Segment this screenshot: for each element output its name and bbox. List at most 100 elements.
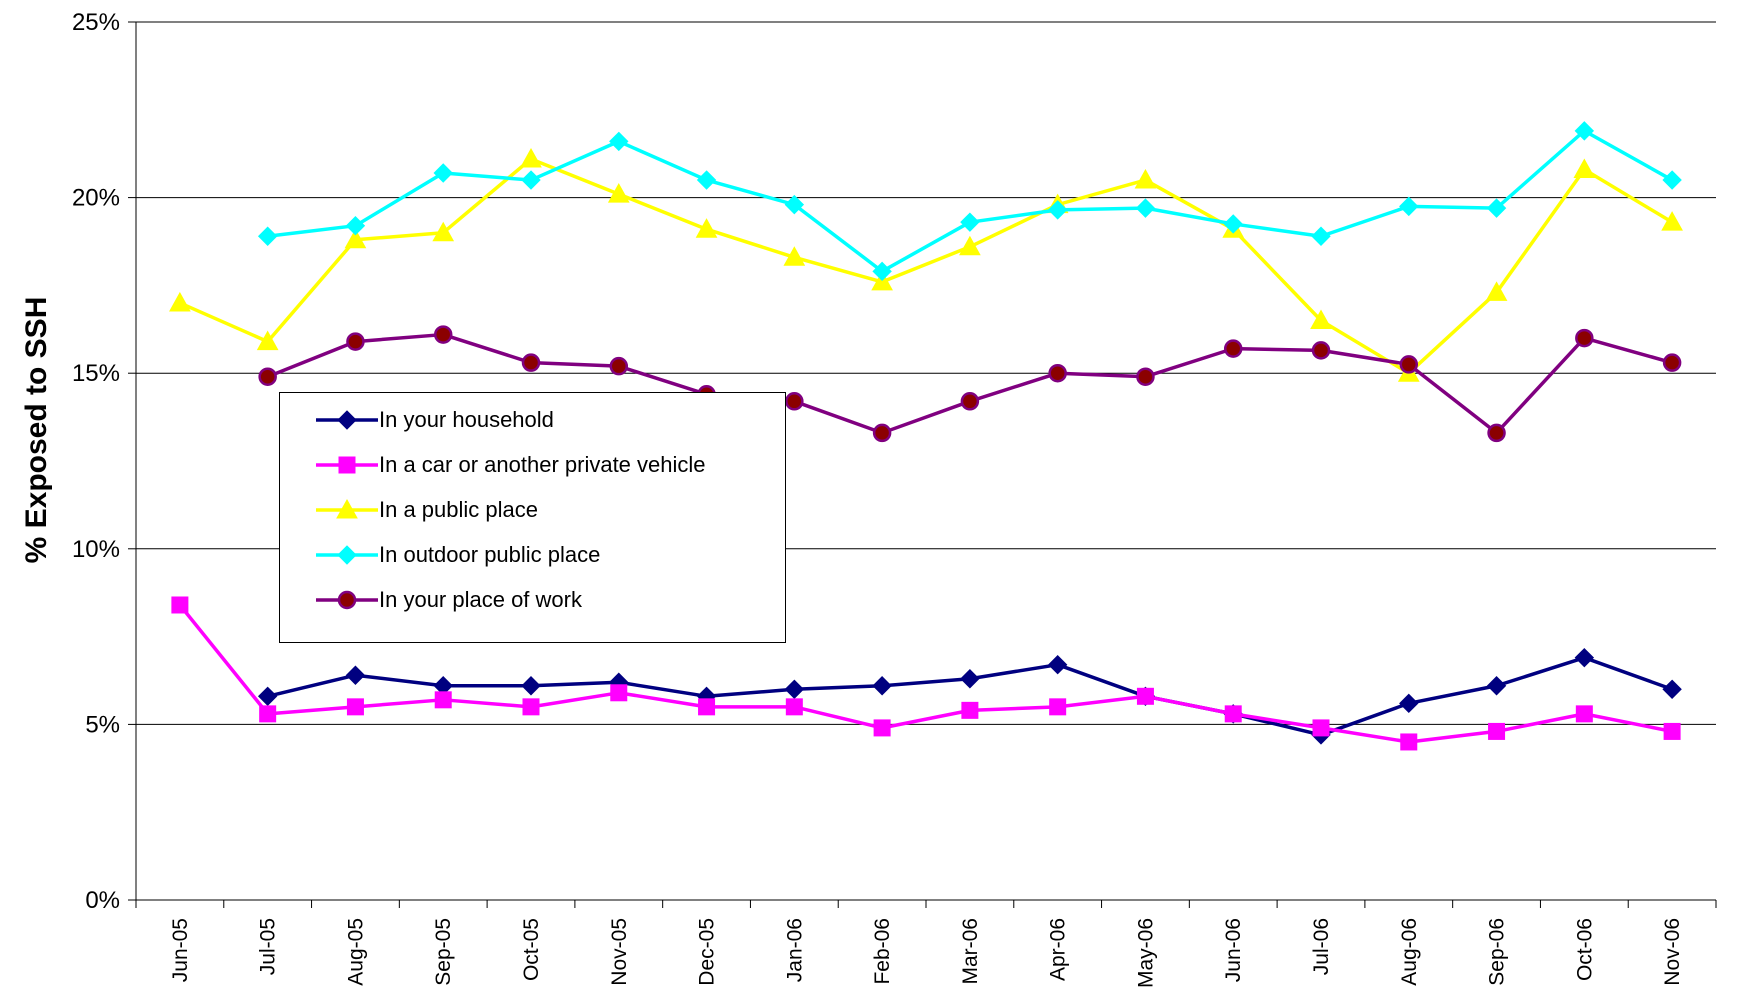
data-point (1310, 309, 1332, 330)
y-tick-label: 10% (72, 536, 120, 563)
x-tick-label: Oct-05 (520, 918, 543, 981)
x-tick-label: Jun-06 (1222, 918, 1245, 982)
data-point (1575, 705, 1593, 723)
legend-label: In your household (379, 407, 554, 432)
data-point (1223, 339, 1243, 358)
data-point (345, 215, 366, 236)
data-point (1312, 719, 1330, 737)
data-point (610, 684, 628, 702)
y-tick-label: 0% (85, 887, 120, 914)
x-tick-label: Aug-06 (1398, 918, 1421, 986)
legend-swatch (316, 590, 378, 610)
data-point (520, 147, 542, 168)
legend-swatch (316, 410, 378, 430)
data-point (1486, 198, 1507, 218)
legend-item: In a car or another private vehicle (316, 450, 776, 480)
data-point (1400, 733, 1418, 751)
data-point (960, 392, 980, 411)
data-point (257, 226, 278, 246)
data-point (872, 423, 892, 443)
series-line (179, 157, 1674, 375)
series-3 (169, 147, 1683, 382)
data-point (1399, 196, 1419, 217)
legend-swatch-marker (337, 410, 357, 430)
legend-item: In outdoor public place (316, 540, 776, 570)
x-tick-label: Feb-06 (871, 918, 894, 985)
data-point (346, 332, 365, 351)
series-4 (257, 121, 1682, 282)
series-line (178, 603, 1673, 744)
data-point (696, 170, 717, 190)
series-2 (171, 596, 1681, 751)
data-point (521, 353, 541, 372)
data-point (169, 291, 191, 312)
x-tick-label: Jan-06 (783, 918, 806, 982)
legend-swatch (316, 498, 378, 519)
data-point (258, 367, 277, 386)
y-tick-label: 5% (85, 711, 120, 738)
data-point (1048, 363, 1067, 383)
data-point (1223, 214, 1243, 234)
data-point (961, 701, 979, 719)
x-tick-label: Jun-05 (169, 918, 192, 982)
legend-item: In your place of work (316, 585, 776, 615)
legend-item: In your household (316, 405, 776, 435)
series-group (169, 121, 1683, 751)
data-point (1311, 226, 1331, 246)
data-point (1399, 355, 1419, 374)
data-point (346, 698, 364, 716)
data-point (872, 261, 892, 282)
data-point (960, 212, 980, 232)
data-point (784, 194, 805, 215)
x-tick-label: Jul-05 (257, 918, 280, 975)
data-point (1573, 158, 1596, 179)
x-tick-label: Dec-05 (696, 918, 719, 986)
data-point (432, 221, 455, 242)
x-tick-label: Nov-06 (1661, 918, 1684, 986)
data-point (785, 698, 803, 716)
legend: In your household In a car or another pri… (279, 392, 786, 643)
data-point (873, 719, 891, 737)
data-point (1136, 367, 1155, 386)
y-tick-label: 20% (72, 185, 120, 212)
x-tick-label: Mar-06 (959, 918, 982, 985)
data-point (609, 356, 629, 376)
data-point (872, 676, 892, 696)
data-point (344, 228, 367, 249)
data-point (1047, 654, 1068, 675)
legend-label: In a public place (379, 497, 538, 522)
data-point (1136, 687, 1154, 705)
axes (128, 21, 1717, 908)
data-point (607, 183, 630, 203)
data-point (171, 596, 189, 614)
data-point (1485, 281, 1508, 301)
data-point (522, 698, 540, 716)
data-point (1575, 328, 1594, 348)
legend-swatch-marker (336, 498, 358, 519)
x-tick-label: Aug-05 (344, 918, 367, 986)
x-tick-labels: Jun-05 Jul-05 Aug-05 Sep-05 Oct-05 Nov-05 Dec-… (169, 918, 1684, 988)
series-1 (257, 647, 1682, 745)
data-point (521, 170, 541, 190)
x-tick-label: Jul-06 (1310, 918, 1333, 975)
y-tick-label: 15% (72, 360, 120, 387)
data-point (1662, 353, 1682, 372)
y-tick-label: 25% (72, 9, 120, 36)
y-tick-labels: 0% 5% 10% 15% 20% 25% (72, 9, 120, 914)
legend-label: In your place of work (379, 587, 582, 612)
data-point (609, 131, 629, 152)
data-point (1663, 722, 1681, 740)
data-point (1311, 341, 1331, 360)
data-point (1661, 211, 1683, 231)
data-point (345, 665, 366, 685)
data-point (256, 330, 279, 351)
y-axis-title: % Exposed to SSH (20, 296, 53, 564)
data-point (521, 676, 541, 696)
data-point (1662, 679, 1682, 699)
data-point (1135, 198, 1156, 218)
data-point (433, 163, 453, 183)
data-point (959, 235, 981, 256)
data-point (698, 698, 716, 716)
